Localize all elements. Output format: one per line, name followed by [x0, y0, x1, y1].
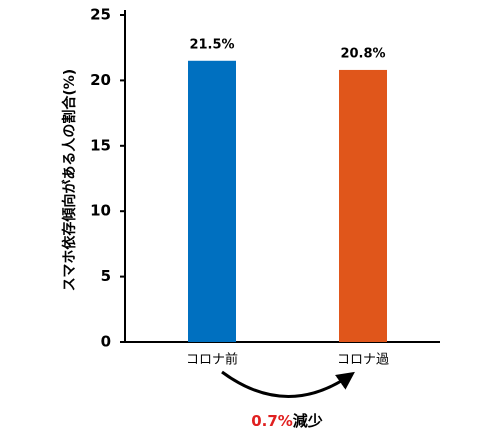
- y-axis-label: スマホ依存傾向がある人の割合(%): [61, 69, 78, 291]
- y-tick-label: 5: [101, 267, 111, 285]
- annotation: 0.7%減少: [251, 412, 323, 430]
- value-label: 20.8%: [340, 46, 385, 61]
- y-tick-label: 25: [90, 6, 111, 24]
- arrow: [221, 370, 355, 398]
- x-tick-label: コロナ前: [186, 352, 238, 368]
- y-tick-label: 10: [90, 202, 111, 220]
- y-tick-label: 0: [101, 333, 111, 351]
- x-tick-label: コロナ過: [337, 353, 389, 368]
- bar: [188, 60, 236, 342]
- annotation-text: 減少: [293, 412, 323, 430]
- bar: [339, 69, 387, 342]
- value-label: 21.5%: [189, 37, 234, 52]
- y-tick-label: 15: [90, 136, 111, 154]
- annotation-highlight: 0.7%: [251, 412, 293, 430]
- y-tick-label: 20: [90, 71, 111, 89]
